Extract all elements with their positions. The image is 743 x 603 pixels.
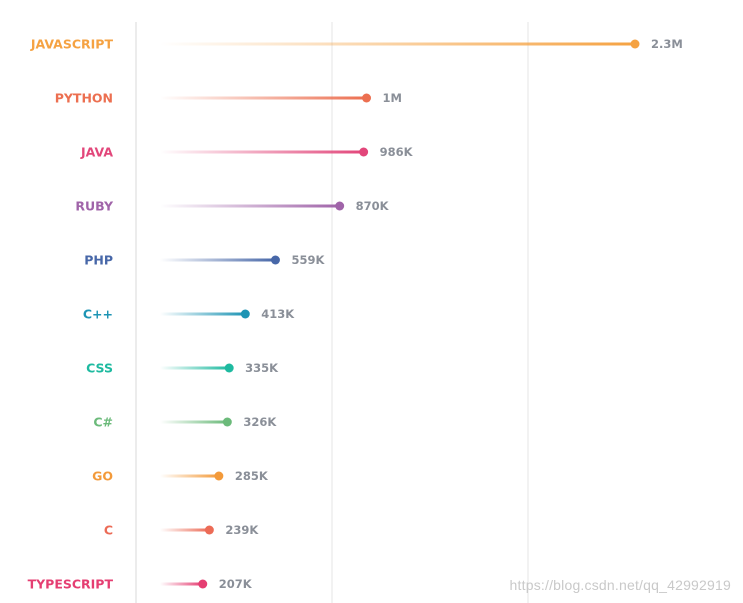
value-label-cplusplus: 413K xyxy=(261,307,295,321)
value-label-php: 559K xyxy=(291,253,325,267)
lollipop-dot-php xyxy=(270,255,280,265)
value-label-java: 986K xyxy=(380,145,414,159)
lollipop-stem-go xyxy=(160,474,219,478)
value-label-typescript: 207K xyxy=(219,577,253,591)
category-label-javascript: JAVASCRIPT xyxy=(30,37,114,52)
value-label-ruby: 870K xyxy=(356,199,390,213)
lollipop-stem-python xyxy=(160,96,367,100)
category-label-typescript: TYPESCRIPT xyxy=(28,577,114,592)
category-label-cplusplus: C++ xyxy=(83,307,113,322)
lollipop-stem-php xyxy=(160,258,276,262)
chart-marks: JAVASCRIPT 2.3M PYTHON 1M JAVA 986K RUBY 870K PH… xyxy=(28,37,683,592)
lollipop-dot-java xyxy=(359,147,369,157)
value-label-css: 335K xyxy=(245,361,279,375)
lollipop-stem-csharp xyxy=(160,420,228,424)
lollipop-dot-csharp xyxy=(222,417,232,427)
lollipop-stem-typescript xyxy=(160,582,203,586)
lollipop-dot-css xyxy=(224,363,234,373)
lollipop-stem-c xyxy=(160,528,210,532)
category-label-css: CSS xyxy=(86,361,113,376)
category-label-php: PHP xyxy=(84,253,113,268)
value-label-csharp: 326K xyxy=(243,415,277,429)
lollipop-stem-cplusplus xyxy=(160,312,246,316)
value-label-javascript: 2.3M xyxy=(651,37,683,51)
lollipop-dot-python xyxy=(362,93,372,103)
lollipop-dot-ruby xyxy=(335,201,345,211)
category-label-go: GO xyxy=(92,469,113,484)
category-label-ruby: RUBY xyxy=(75,199,114,214)
value-label-c: 239K xyxy=(225,523,259,537)
lollipop-dot-go xyxy=(214,471,224,481)
category-label-csharp: C# xyxy=(93,415,113,430)
lollipop-dot-c xyxy=(204,525,214,535)
lollipop-stem-java xyxy=(160,150,364,154)
lollipop-stem-css xyxy=(160,366,230,370)
lollipop-dot-cplusplus xyxy=(240,309,250,319)
lollipop-dot-typescript xyxy=(198,579,208,589)
category-label-python: PYTHON xyxy=(55,91,113,106)
watermark-text: https://blog.csdn.net/qq_42992919 xyxy=(509,577,731,593)
lollipop-dot-javascript xyxy=(630,39,640,49)
lollipop-stem-javascript xyxy=(160,42,635,46)
category-label-java: JAVA xyxy=(80,145,113,160)
value-label-python: 1M xyxy=(383,91,402,105)
lollipop-stem-ruby xyxy=(160,204,340,208)
gridlines xyxy=(135,22,529,603)
category-label-c: C xyxy=(104,523,113,538)
value-label-go: 285K xyxy=(235,469,269,483)
